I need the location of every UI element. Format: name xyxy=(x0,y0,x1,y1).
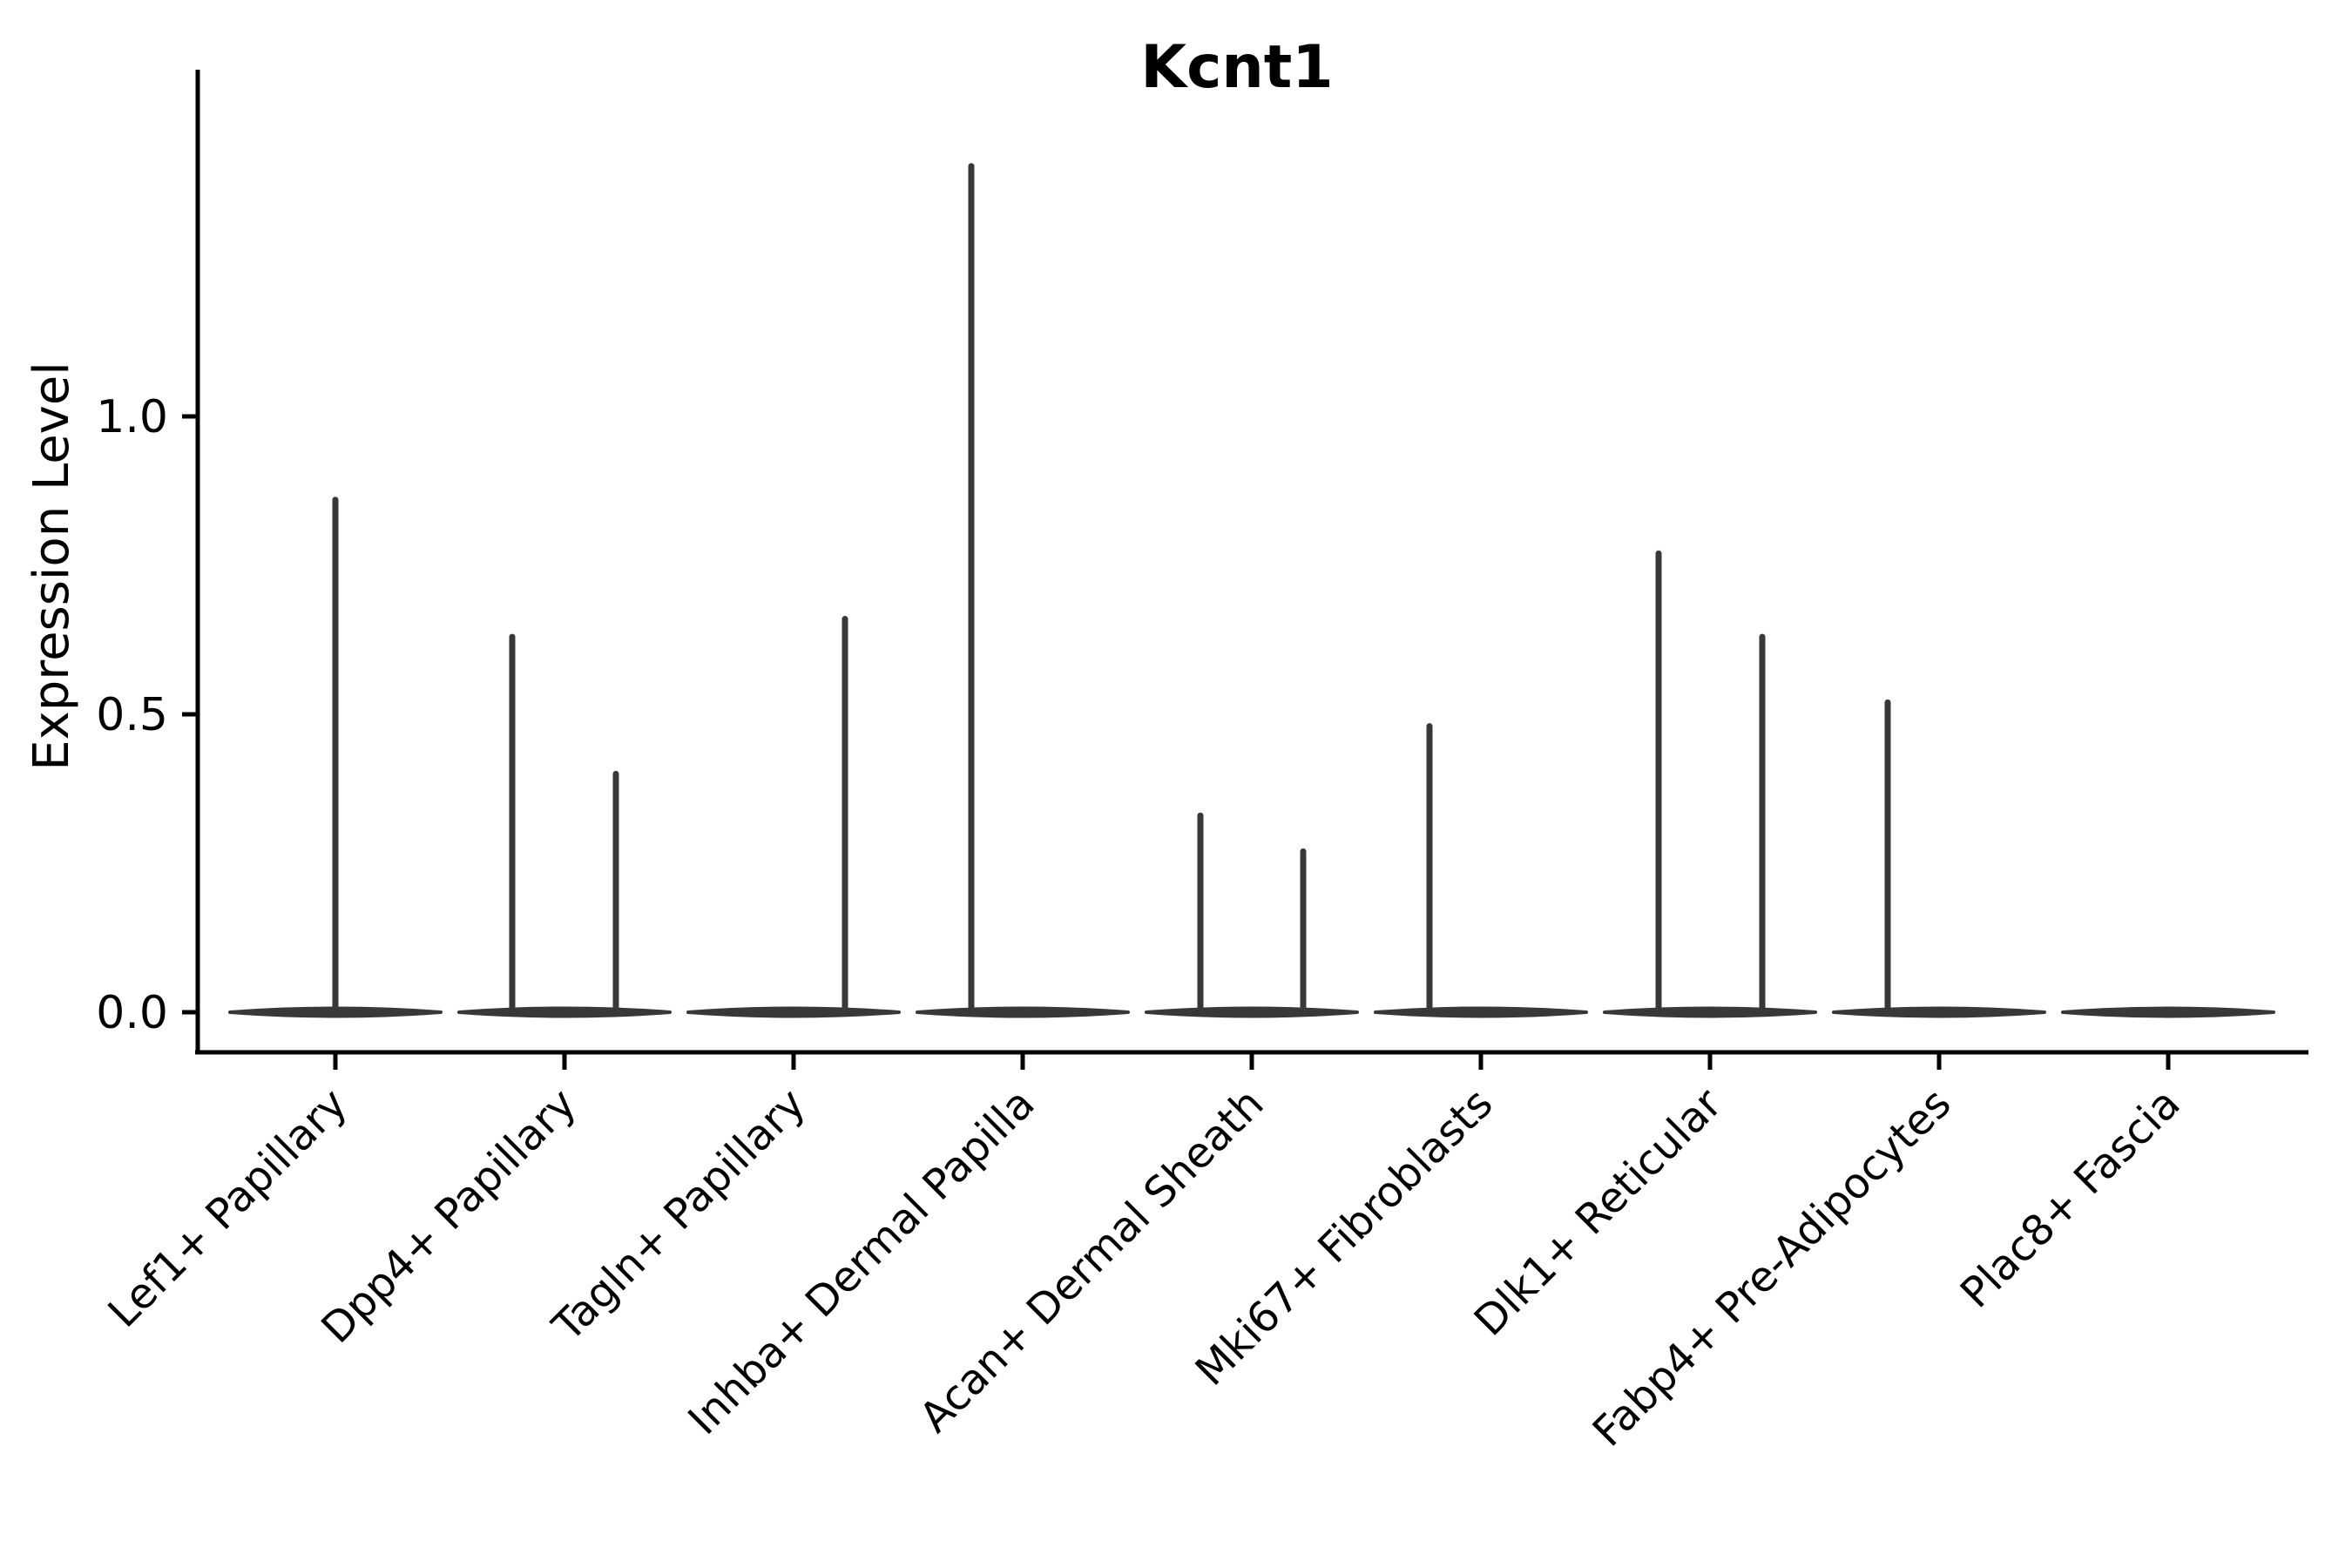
x-tick-label: Dlk1+ Reticular xyxy=(1465,1079,1732,1346)
violin-body xyxy=(1603,1006,1817,1018)
violin-body xyxy=(1832,1006,2046,1018)
x-tick-label: Dpp4+ Papillary xyxy=(312,1079,585,1353)
violins xyxy=(228,163,2275,1018)
violin-body xyxy=(2061,1006,2275,1018)
x-tick-label: Lef1+ Papillary xyxy=(99,1079,357,1337)
y-tick-label: 0.0 xyxy=(96,987,168,1039)
chart-title: Kcnt1 xyxy=(1140,33,1333,102)
violin-body xyxy=(457,1006,672,1018)
y-axis-ticks: 0.0 0.5 1.0 xyxy=(96,391,198,1039)
x-tick-label: Tagln+ Papillary xyxy=(543,1079,814,1351)
violin-body xyxy=(1145,1006,1359,1018)
violin-body xyxy=(686,1006,901,1018)
violin-body xyxy=(916,1006,1130,1018)
violin-body xyxy=(1374,1006,1588,1018)
x-tick-label: Plac8+ Fascia xyxy=(1951,1079,2190,1318)
y-tick-label: 0.5 xyxy=(96,689,168,741)
y-tick-label: 1.0 xyxy=(96,391,168,443)
y-axis-label: Expression Level xyxy=(24,362,80,771)
